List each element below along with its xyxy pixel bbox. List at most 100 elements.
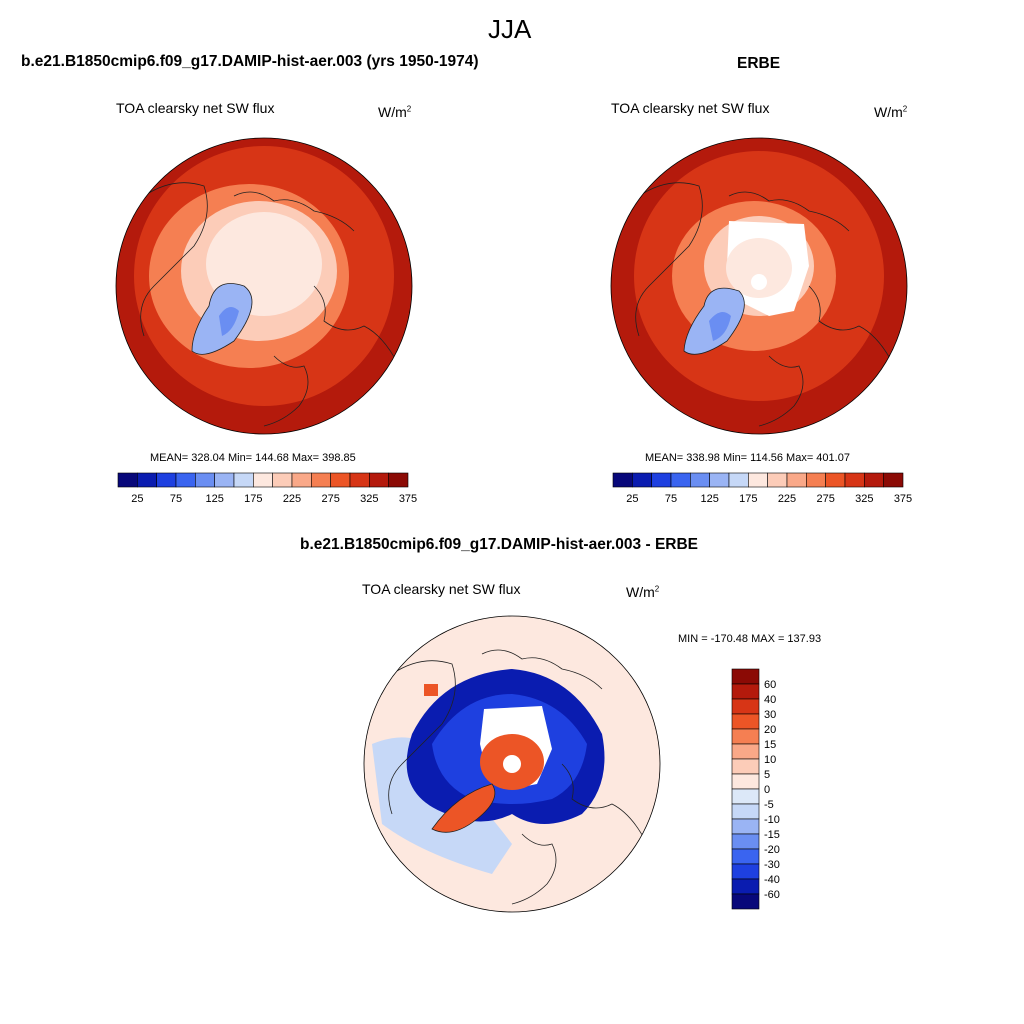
panel1-stats: MEAN= 328.04 Min= 144.68 Max= 398.85	[150, 452, 356, 464]
panel1-variable: TOA clearsky net SW flux	[116, 100, 275, 116]
colorbar-swatch	[291, 472, 312, 488]
colorbar-swatch	[731, 728, 760, 745]
colorbar-swatch	[137, 472, 157, 488]
greenland-core	[709, 312, 731, 341]
colorbar-swatch	[728, 472, 749, 488]
colorbar-tick-label: 225	[778, 493, 796, 505]
colorbar-swatch	[311, 472, 331, 488]
colorbar-swatch	[612, 472, 633, 488]
colorbar-swatch	[731, 743, 760, 760]
colorbar-tick-label: 40	[764, 694, 776, 706]
colorbar-swatch	[272, 472, 293, 488]
colorbar-swatch	[632, 472, 652, 488]
colorbar-swatch	[388, 472, 409, 488]
colorbar-swatch	[117, 472, 138, 488]
panel2-units: W/m2	[874, 104, 908, 120]
colorbar-tick-label: 175	[739, 493, 757, 505]
colorbar-swatch	[731, 683, 760, 700]
colorbar-tick-label: 60	[764, 679, 776, 691]
panel3-polar-map	[363, 615, 661, 913]
colorbar-tick-label: 125	[205, 493, 223, 505]
colorbar-tick-label: 0	[764, 784, 770, 796]
panel1-units: W/m2	[378, 104, 412, 120]
colorbar-tick-label: -10	[764, 814, 780, 826]
colorbar-tick-label: -30	[764, 859, 780, 871]
colorbar-swatch	[195, 472, 215, 488]
colorbar-swatch	[731, 863, 760, 880]
greenland-core	[219, 307, 239, 336]
colorbar-swatch	[330, 472, 351, 488]
pole-hole	[503, 755, 521, 773]
colorbar-swatch	[175, 472, 196, 488]
colorbar-swatch	[731, 773, 760, 790]
colorbar-tick-label: 15	[764, 739, 776, 751]
colorbar-swatch	[767, 472, 788, 488]
colorbar-tick-label: 325	[855, 493, 873, 505]
colorbar-swatch	[731, 803, 760, 820]
colorbar-swatch	[731, 893, 760, 910]
colorbar-tick-label: -60	[764, 889, 780, 901]
colorbar-tick-label: 25	[131, 493, 143, 505]
panel2-title: ERBE	[737, 55, 781, 72]
colorbar-swatch	[214, 472, 235, 488]
colorbar-tick-label: 75	[170, 493, 182, 505]
colorbar-swatch	[806, 472, 826, 488]
panel3-colorbar: 60 40 30 20 15 10 5 0 -5 -10 -15 -20 -30 -40 -60	[731, 668, 780, 910]
panel3-stats: MIN = -170.48 MAX = 137.93	[678, 633, 822, 645]
colorbar-tick-label: 5	[764, 769, 770, 781]
colorbar-swatch	[156, 472, 177, 488]
panel3-title: b.e21.B1850cmip6.f09_g17.DAMIP-hist-aer.…	[300, 536, 699, 553]
colorbar-swatch	[349, 472, 370, 488]
colorbar-swatch	[731, 788, 760, 805]
colorbar-swatch	[731, 758, 760, 775]
colorbar-swatch	[709, 472, 730, 488]
colorbar-swatch	[731, 878, 760, 895]
colorbar-swatch	[690, 472, 710, 488]
colorbar-tick-label: 75	[665, 493, 677, 505]
colorbar-tick-label: 275	[816, 493, 834, 505]
colorbar-tick-label: 375	[399, 493, 417, 505]
colorbar-swatch	[731, 848, 760, 865]
colorbar-tick-label: 275	[321, 493, 339, 505]
colorbar-swatch	[670, 472, 691, 488]
colorbar-tick-label: 10	[764, 754, 776, 766]
colorbar-tick-label: 25	[626, 493, 638, 505]
colorbar-swatch	[253, 472, 273, 488]
colorbar-tick-label: 30	[764, 709, 776, 721]
panel2-stats: MEAN= 338.98 Min= 114.56 Max= 401.07	[645, 452, 850, 464]
colorbar-tick-label: 375	[894, 493, 912, 505]
colorbar-swatch	[731, 698, 760, 715]
colorbar-swatch	[731, 833, 760, 850]
colorbar-swatch	[786, 472, 807, 488]
colorbar-swatch	[844, 472, 865, 488]
colorbar-swatch	[369, 472, 389, 488]
colorbar-tick-label: -20	[764, 844, 780, 856]
map-fill	[424, 684, 438, 696]
panel3-units: W/m2	[626, 584, 660, 600]
map-fill	[432, 784, 495, 833]
colorbar-tick-label: 225	[283, 493, 301, 505]
colorbar-swatch	[825, 472, 846, 488]
colorbar-swatch	[864, 472, 884, 488]
colorbar-tick-label: 175	[244, 493, 262, 505]
colorbar-swatch	[651, 472, 672, 488]
colorbar-tick-label: -15	[764, 829, 780, 841]
colorbar-tick-label: 325	[360, 493, 378, 505]
panel1-colorbar: 25 75 125 175 225 275 325 375	[117, 472, 417, 505]
colorbar-tick-label: -5	[764, 799, 774, 811]
colorbar-swatch	[731, 818, 760, 835]
panel1-polar-map	[115, 137, 413, 435]
colorbar-tick-label: 20	[764, 724, 776, 736]
colorbar-swatch	[883, 472, 904, 488]
pole-hole	[751, 274, 767, 290]
season-title: JJA	[488, 14, 532, 44]
colorbar-swatch	[731, 713, 760, 730]
colorbar-swatch	[233, 472, 254, 488]
colorbar-tick-label: 125	[700, 493, 718, 505]
panel2-polar-map	[610, 137, 908, 435]
panel3-variable: TOA clearsky net SW flux	[362, 581, 521, 597]
panel2-colorbar: 25 75 125 175 225 275 325 375	[612, 472, 912, 505]
map-fill	[726, 238, 792, 298]
panel1-title: b.e21.B1850cmip6.f09_g17.DAMIP-hist-aer.…	[21, 53, 479, 70]
colorbar-swatch	[748, 472, 768, 488]
